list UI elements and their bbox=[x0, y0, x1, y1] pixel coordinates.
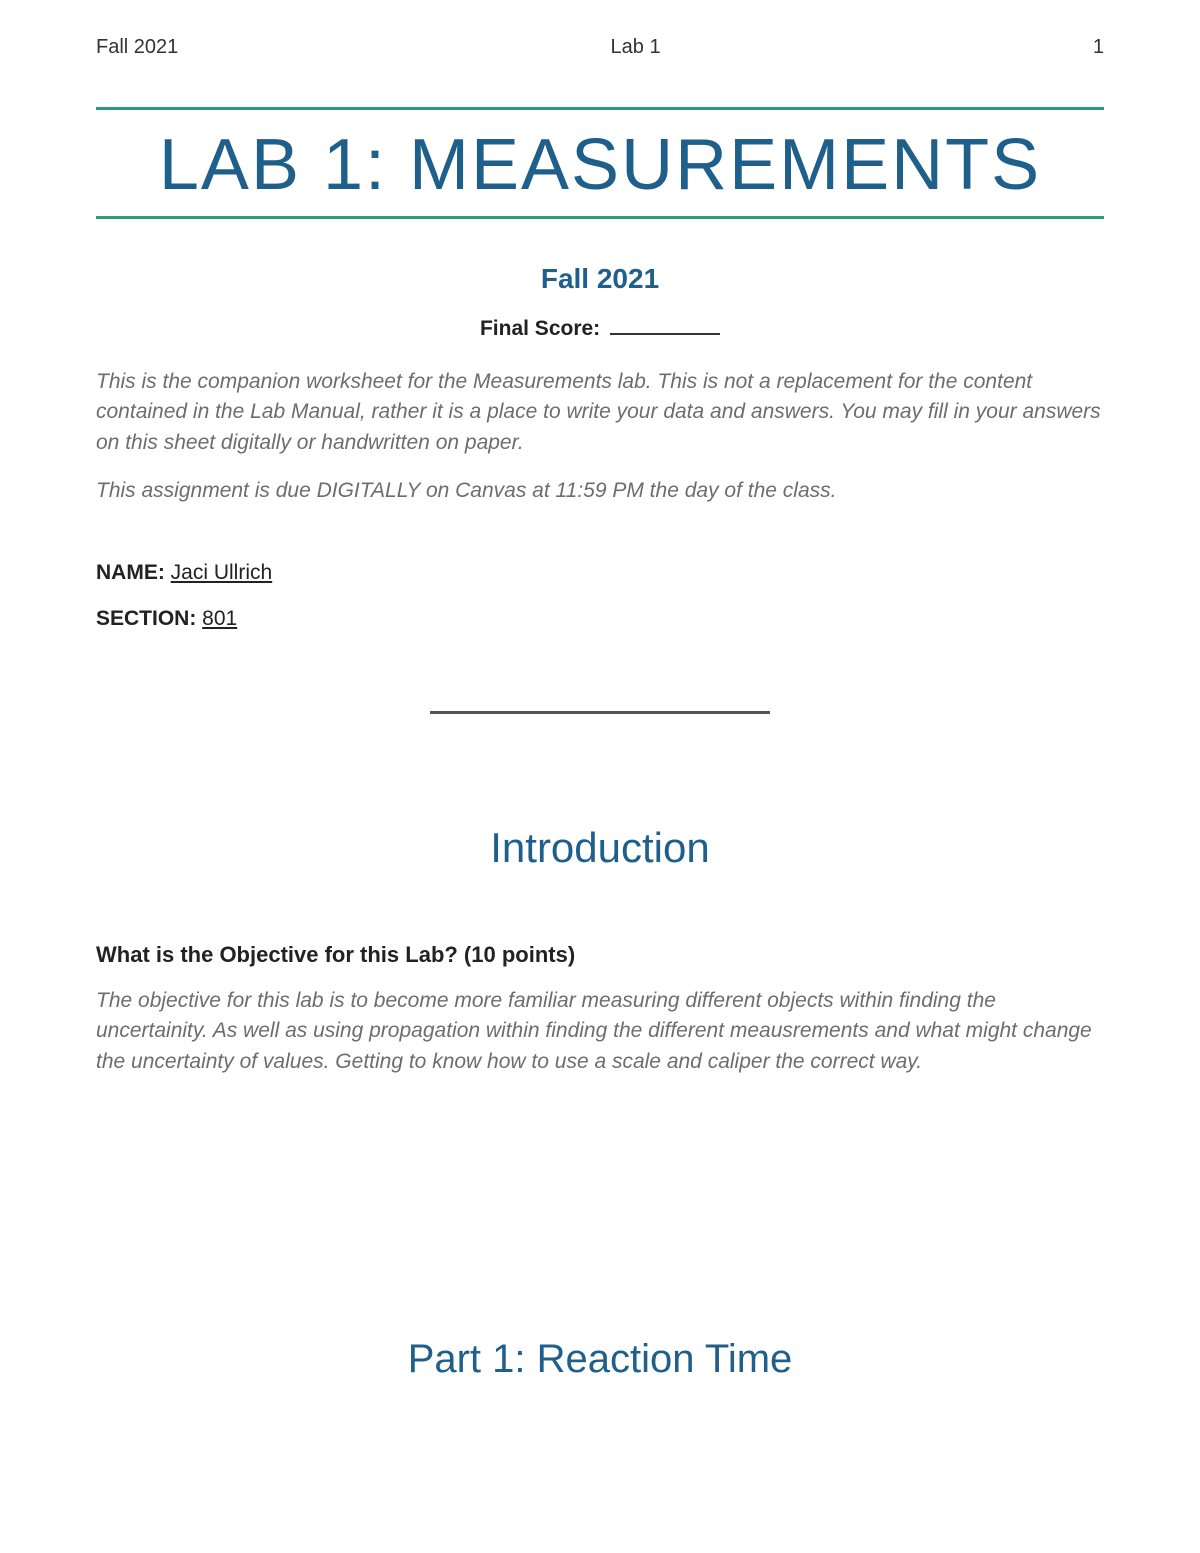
intro-paragraph-2: This assignment is due DIGITALLY on Canv… bbox=[96, 476, 1104, 506]
name-row: NAME: Jaci Ullrich bbox=[96, 561, 1104, 585]
subtitle: Fall 2021 bbox=[96, 263, 1104, 295]
objective-question: What is the Objective for this Lab? (10 … bbox=[96, 942, 1104, 968]
header-right-page-number: 1 bbox=[1093, 36, 1104, 59]
header-left: Fall 2021 bbox=[96, 36, 178, 59]
section-value[interactable]: 801 bbox=[202, 607, 237, 630]
intro-paragraph-1: This is the companion worksheet for the … bbox=[96, 367, 1104, 458]
title-block: LAB 1: MEASUREMENTS bbox=[96, 107, 1104, 219]
identity-block: NAME: Jaci Ullrich SECTION: 801 bbox=[96, 561, 1104, 631]
document-title: LAB 1: MEASUREMENTS bbox=[96, 124, 1104, 206]
section-row: SECTION: 801 bbox=[96, 607, 1104, 631]
final-score-row: Final Score: bbox=[96, 317, 1104, 341]
section-label: SECTION: bbox=[96, 607, 202, 630]
objective-answer[interactable]: The objective for this lab is to become … bbox=[96, 986, 1104, 1077]
name-value[interactable]: Jaci Ullrich bbox=[171, 561, 273, 584]
header-center: Lab 1 bbox=[611, 36, 661, 59]
introduction-heading: Introduction bbox=[96, 824, 1104, 872]
running-header: Fall 2021 Lab 1 1 bbox=[96, 36, 1104, 59]
divider-rule bbox=[430, 711, 770, 714]
document-page: Fall 2021 Lab 1 1 LAB 1: MEASUREMENTS Fa… bbox=[0, 0, 1200, 1382]
final-score-label: Final Score: bbox=[480, 317, 600, 340]
part-1-heading: Part 1: Reaction Time bbox=[96, 1337, 1104, 1382]
name-label: NAME: bbox=[96, 561, 171, 584]
final-score-blank[interactable] bbox=[610, 333, 720, 335]
